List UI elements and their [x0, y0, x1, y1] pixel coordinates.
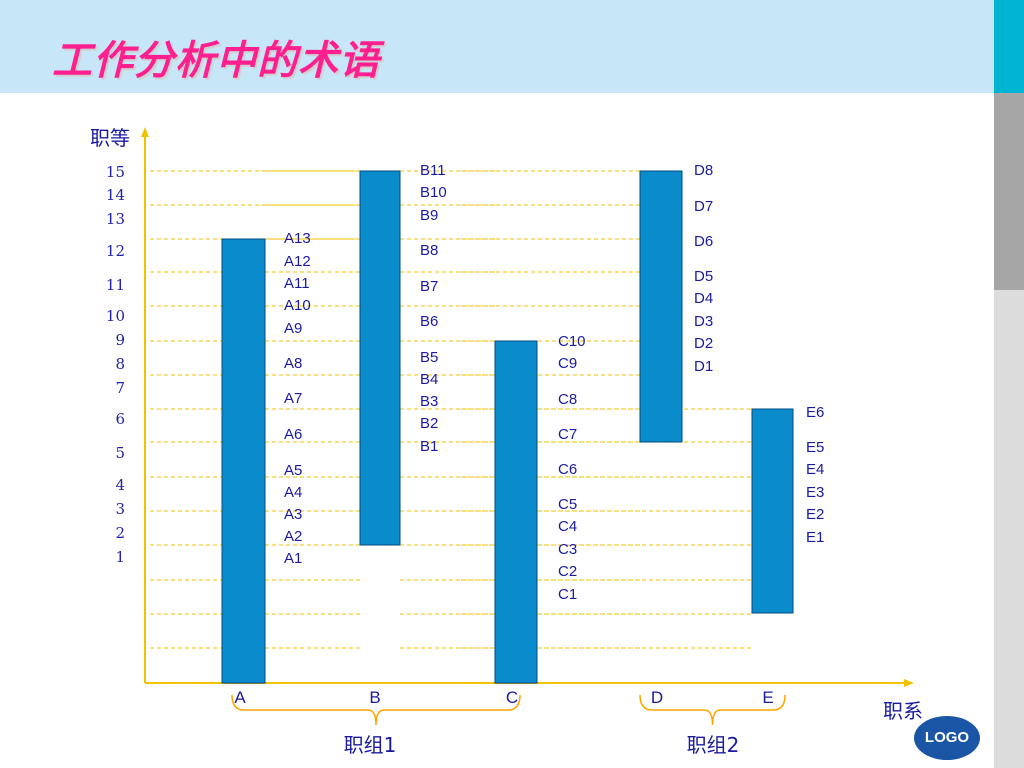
level-label: A9	[284, 320, 302, 337]
column-label-a: A	[234, 688, 246, 707]
level-label: C6	[558, 461, 577, 478]
level-label: A1	[284, 550, 302, 567]
level-label: A3	[284, 506, 302, 523]
level-label: C1	[558, 586, 577, 603]
level-label: E4	[806, 461, 824, 478]
level-label: A13	[284, 230, 311, 247]
y-axis-title: 职等	[90, 126, 130, 150]
level-label: B9	[420, 207, 438, 224]
level-label: C5	[558, 496, 577, 513]
level-label: E5	[806, 439, 824, 456]
column-label-b: B	[369, 688, 380, 707]
level-label: B4	[420, 371, 438, 388]
grade-label: 12	[106, 242, 125, 260]
grade-label: 8	[115, 355, 125, 373]
grade-label: 9	[115, 331, 125, 349]
y-axis-arrow	[141, 127, 149, 137]
level-label: A8	[284, 355, 302, 372]
group-1-brace	[231, 694, 521, 726]
level-label: C8	[558, 391, 577, 408]
level-label: B7	[420, 278, 438, 295]
group-1-label: 职组1	[344, 733, 397, 757]
level-label: C3	[558, 541, 577, 558]
grade-label: 5	[115, 444, 125, 462]
right-accent-bar	[994, 0, 1024, 93]
grade-label: 3	[115, 500, 125, 518]
level-label: E1	[806, 529, 824, 546]
grade-label: 14	[106, 186, 125, 204]
level-label: D4	[694, 290, 713, 307]
level-label: D8	[694, 162, 713, 179]
level-label: E6	[806, 404, 824, 421]
grade-label: 15	[106, 163, 125, 181]
x-axis-arrow	[904, 679, 914, 687]
column-label-d: D	[651, 688, 663, 707]
level-label: C2	[558, 563, 577, 580]
right-light-bar	[994, 290, 1024, 768]
level-label: A6	[284, 426, 302, 443]
level-label: B8	[420, 242, 438, 259]
level-label: A4	[284, 484, 302, 501]
level-label: D5	[694, 268, 713, 285]
grade-label: 4	[115, 476, 125, 494]
slide-title: 工作分析中的术语	[52, 38, 380, 84]
grade-label: 7	[115, 379, 125, 397]
level-label: B1	[420, 438, 438, 455]
level-label: A11	[284, 275, 310, 292]
bar-c	[494, 340, 538, 684]
column-label-c: C	[506, 688, 518, 707]
right-gray-bar	[994, 93, 1024, 290]
level-label: D3	[694, 313, 713, 330]
level-label: E3	[806, 484, 824, 501]
level-label: C10	[558, 333, 586, 350]
level-label: D1	[694, 358, 713, 375]
grade-label: 6	[115, 410, 125, 428]
level-label: B2	[420, 415, 438, 432]
level-label: D6	[694, 233, 713, 250]
level-label: A5	[284, 462, 302, 479]
level-label: B6	[420, 313, 438, 330]
level-label: D7	[694, 198, 713, 215]
level-label: A12	[284, 253, 311, 270]
header-band	[0, 0, 994, 93]
level-label: E2	[806, 506, 824, 523]
level-label: A10	[284, 297, 311, 314]
level-label: B5	[420, 349, 438, 366]
level-label: B10	[420, 184, 447, 201]
grade-label: 11	[106, 276, 125, 294]
bar-d	[639, 170, 683, 443]
level-label: C7	[558, 426, 577, 443]
level-label: C9	[558, 355, 577, 372]
bar-e	[751, 408, 794, 614]
bar-b	[359, 170, 401, 546]
level-label: C4	[558, 518, 577, 535]
grade-label: 1	[115, 548, 125, 566]
level-label: A7	[284, 390, 302, 407]
logo: LOGO	[914, 716, 980, 760]
level-label: D2	[694, 335, 713, 352]
x-axis-title: 职系	[883, 699, 923, 723]
column-label-e: E	[762, 688, 773, 707]
bar-a	[221, 238, 266, 684]
grade-label: 13	[106, 210, 125, 228]
level-label: A2	[284, 528, 302, 545]
group-2-brace	[639, 694, 786, 726]
grade-label: 2	[115, 524, 125, 542]
level-label: B3	[420, 393, 438, 410]
grade-label: 10	[106, 307, 125, 325]
group-2-label: 职组2	[687, 733, 740, 757]
level-label: B11	[420, 162, 446, 179]
